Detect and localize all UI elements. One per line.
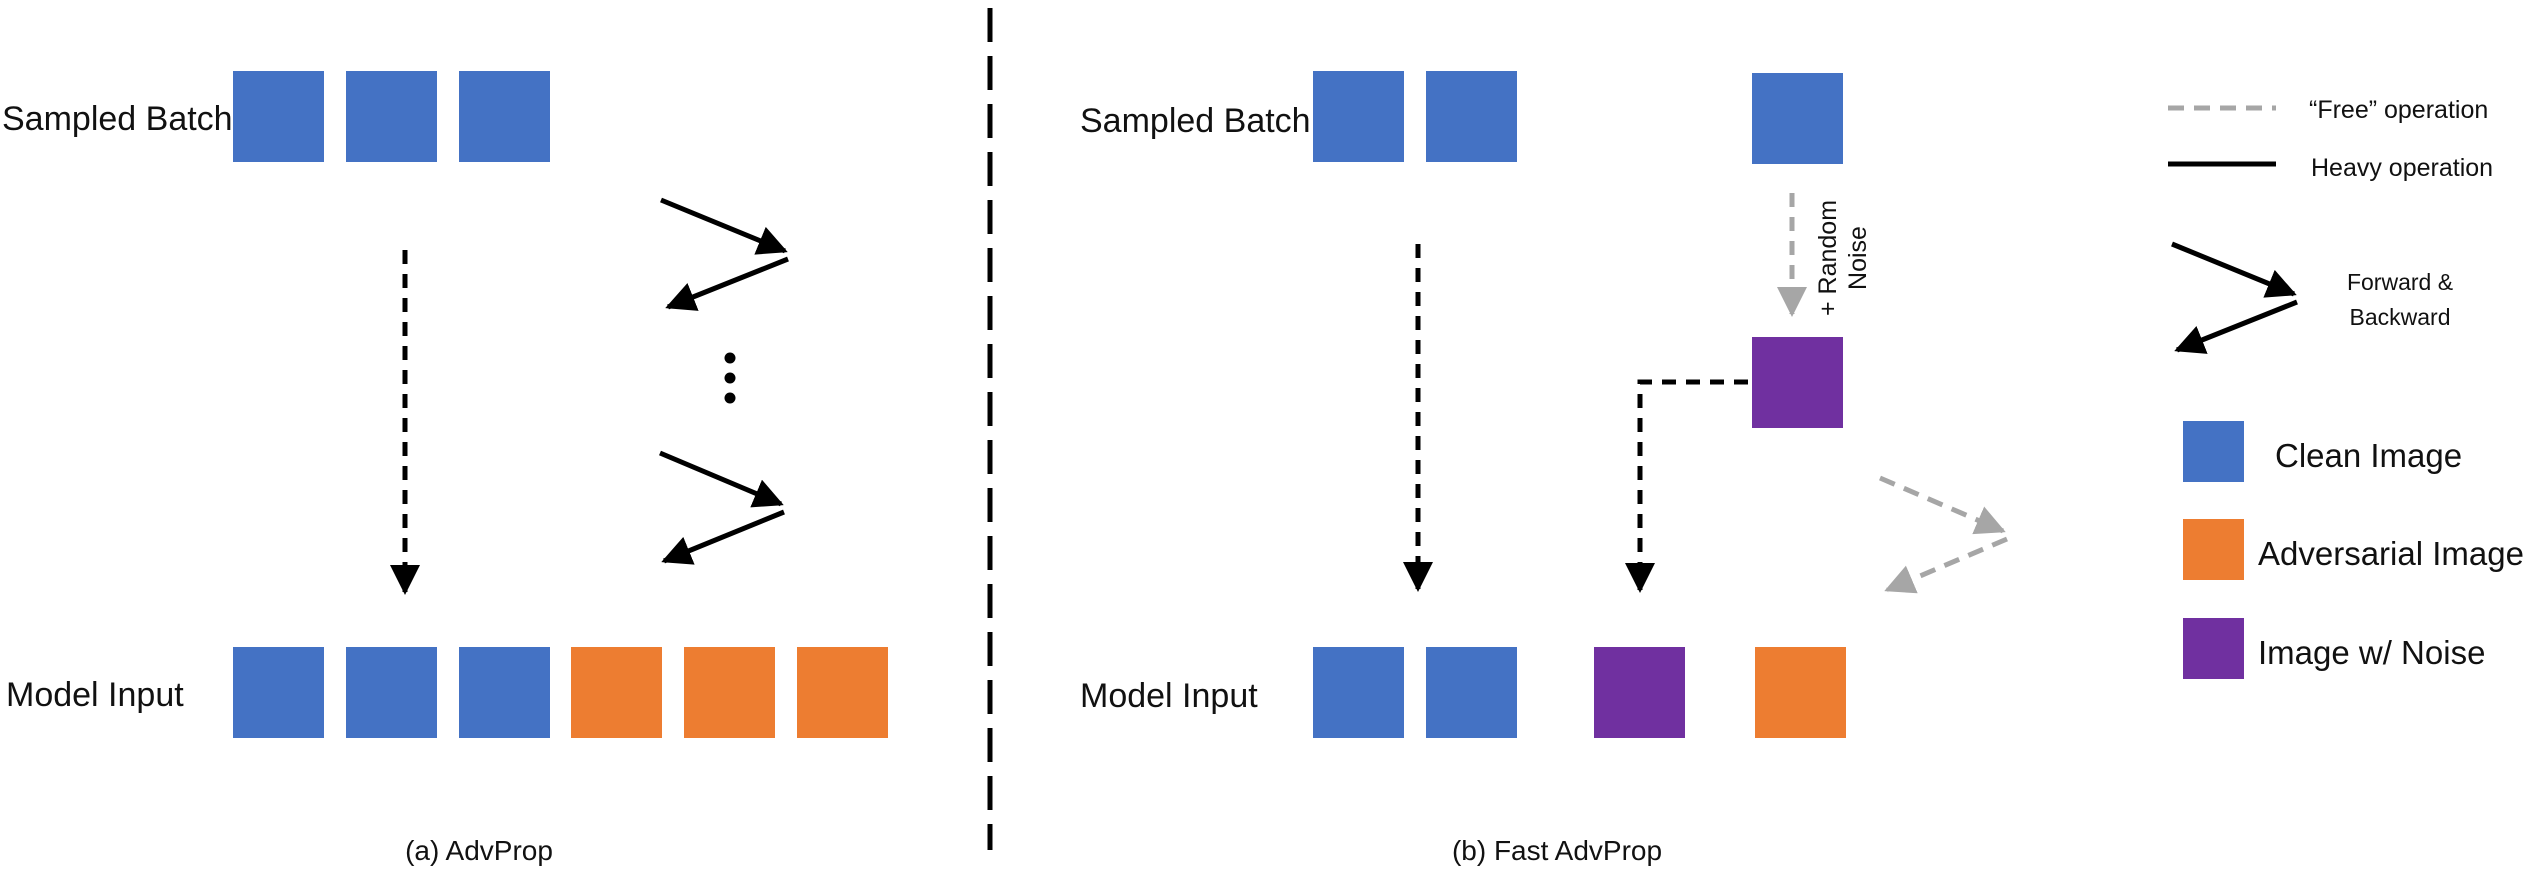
clean-image-block xyxy=(1752,73,1843,164)
clean-image-block xyxy=(346,647,437,738)
clean-image-block xyxy=(233,647,324,738)
panel-fast-advprop: Sampled Batch Model Input + Random Noise… xyxy=(1080,71,2008,866)
legend-free-operation: “Free” operation xyxy=(2309,96,2488,124)
legend-clean-swatch xyxy=(2183,421,2244,482)
sampled-batch-b xyxy=(1313,71,1843,164)
clean-image-block xyxy=(1426,71,1517,162)
panel-advprop: Sampled Batch Model Input xyxy=(2,71,888,866)
legend-adversarial-swatch xyxy=(2183,519,2244,580)
model-input-label-a: Model Input xyxy=(6,676,184,714)
clean-image-block xyxy=(459,71,550,162)
ellipsis-dots xyxy=(724,352,736,404)
legend-noise-swatch xyxy=(2183,618,2244,679)
adversarial-image-block xyxy=(571,647,662,738)
heavy-dashed-elbow-arrow xyxy=(1625,379,1748,593)
forward-backward-arrow xyxy=(659,450,785,565)
legend-backward-label: Backward xyxy=(2350,304,2451,330)
caption-advprop: (a) AdvProp xyxy=(405,835,553,866)
clean-image-block xyxy=(233,71,324,162)
legend-adversarial-image: Adversarial Image xyxy=(2258,535,2524,572)
free-forward-backward-arrow xyxy=(1879,475,2008,594)
legend-heavy-operation: Heavy operation xyxy=(2311,154,2493,182)
model-input-b xyxy=(1313,647,1846,738)
legend-forward-backward-icon xyxy=(2171,241,2298,354)
forward-backward-arrow xyxy=(660,197,789,311)
clean-image-block xyxy=(346,71,437,162)
random-noise-label-line1: + Random xyxy=(1814,200,1842,316)
model-input-label-b: Model Input xyxy=(1080,677,1258,715)
model-input-a xyxy=(233,647,888,738)
legend-forward-label: Forward & xyxy=(2347,269,2453,295)
clean-image-block xyxy=(1426,647,1517,738)
caption-fast-advprop: (b) Fast AdvProp xyxy=(1452,835,1662,866)
adversarial-image-block xyxy=(1755,647,1846,738)
sampled-batch-label-a: Sampled Batch xyxy=(2,100,233,138)
sampled-batch-a xyxy=(233,71,550,162)
adversarial-image-block xyxy=(797,647,888,738)
noise-image-block xyxy=(1752,337,1843,428)
clean-image-block xyxy=(1313,647,1404,738)
noise-image-block xyxy=(1594,647,1685,738)
adversarial-image-block xyxy=(684,647,775,738)
random-noise-label-line2: Noise xyxy=(1844,226,1872,290)
legend-clean-image: Clean Image xyxy=(2275,437,2462,474)
legend-noise-image: Image w/ Noise xyxy=(2258,634,2485,671)
clean-image-block xyxy=(1313,71,1404,162)
clean-image-block xyxy=(459,647,550,738)
legend: “Free” operation Heavy operation Forward… xyxy=(2168,96,2524,679)
sampled-batch-label-b: Sampled Batch xyxy=(1080,102,1311,140)
